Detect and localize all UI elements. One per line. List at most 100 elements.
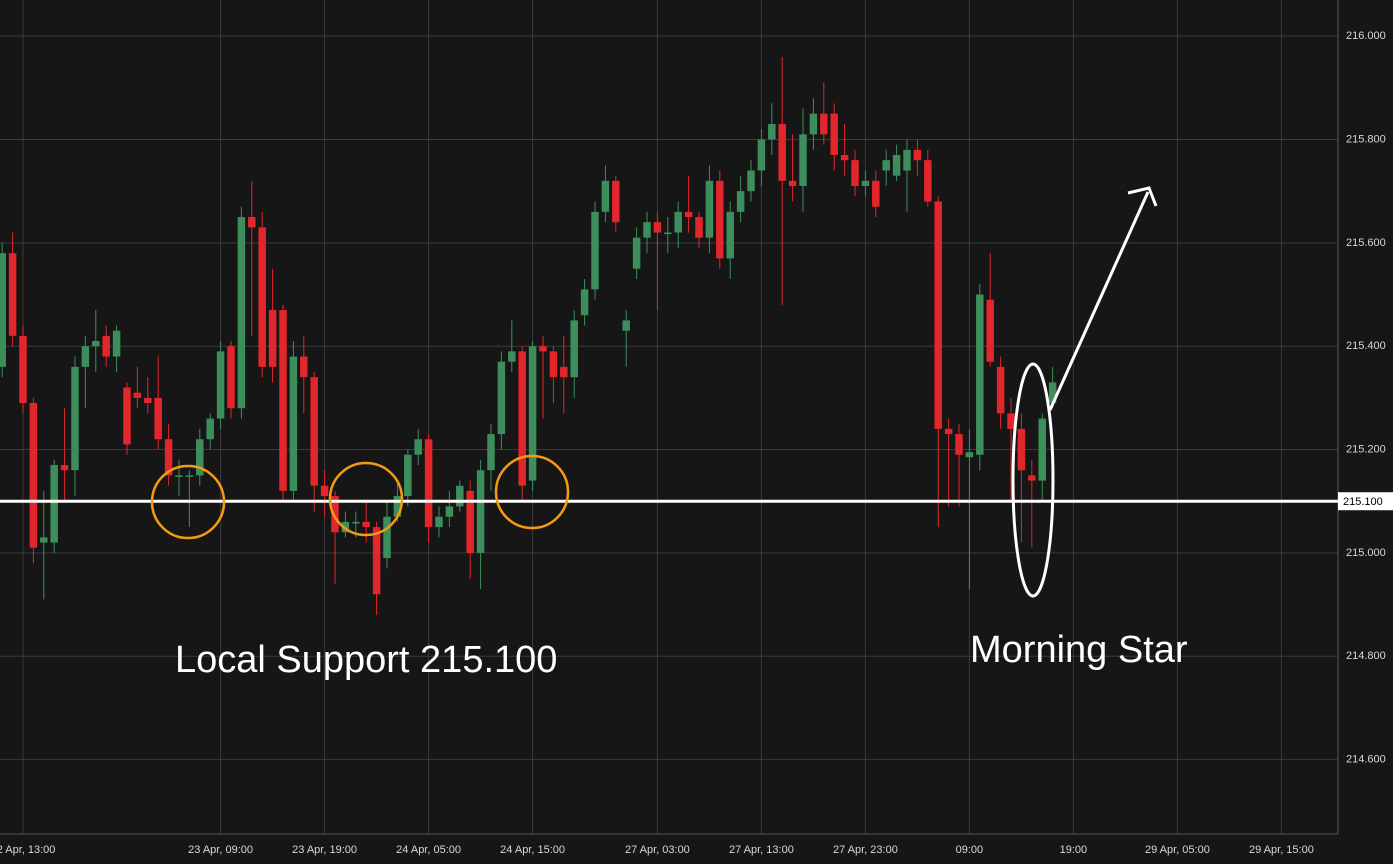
candle-body xyxy=(882,160,890,171)
candle-body xyxy=(508,351,516,362)
candle-body xyxy=(695,217,703,238)
candle-body xyxy=(560,366,568,378)
candle-body xyxy=(601,180,610,212)
y-tick-label: 214.600 xyxy=(1346,753,1386,765)
candle-body xyxy=(1048,382,1057,404)
candle-body xyxy=(175,475,183,477)
candle-body xyxy=(934,201,942,429)
highlight-ellipse xyxy=(1011,362,1055,598)
candle-body xyxy=(92,341,100,347)
arrow xyxy=(1048,191,1150,411)
candle-body xyxy=(40,537,48,543)
arrow-head xyxy=(1127,186,1158,207)
candle-body xyxy=(435,516,443,528)
support-label-box xyxy=(1338,492,1393,511)
highlight-circle xyxy=(328,461,404,537)
candle-body xyxy=(445,506,454,517)
candle-body xyxy=(383,516,391,559)
y-tick-label: 216.000 xyxy=(1346,30,1386,42)
candle-body xyxy=(944,428,953,435)
candle-body xyxy=(372,527,381,595)
highlight-circle xyxy=(494,454,570,530)
candle-body xyxy=(81,346,90,367)
candle-body xyxy=(248,217,256,228)
candle-body xyxy=(747,170,755,192)
candle-body xyxy=(414,439,422,455)
candle-body xyxy=(60,465,69,471)
candle-body xyxy=(320,485,329,497)
candle-body xyxy=(154,397,162,440)
candle-body xyxy=(393,496,402,517)
candle-body xyxy=(258,227,266,367)
candle-body xyxy=(268,310,277,367)
candle-body xyxy=(528,346,537,481)
annotation: Local Support 215.100 xyxy=(175,639,557,681)
candle-body xyxy=(29,403,38,548)
candle-body xyxy=(466,490,474,553)
candle-body xyxy=(965,452,974,458)
candle-body xyxy=(892,155,901,176)
candles xyxy=(0,56,1057,615)
candle-body xyxy=(300,356,308,378)
candle-body xyxy=(924,160,932,202)
candle-body xyxy=(196,439,204,476)
candle-body xyxy=(778,124,786,181)
candle-body xyxy=(632,237,641,269)
candle-body xyxy=(0,253,6,367)
candle-body xyxy=(716,180,724,259)
candle-body xyxy=(996,366,1005,414)
candle-body xyxy=(757,139,766,171)
x-tick-label: 23 Apr, 19:00 xyxy=(292,844,357,856)
candle-body xyxy=(591,211,599,290)
candle-body xyxy=(830,113,838,156)
candle-body xyxy=(809,113,818,135)
candle-body xyxy=(903,149,911,171)
candle-body xyxy=(976,294,984,455)
candle-body xyxy=(664,232,672,235)
candle-body xyxy=(456,485,464,507)
x-tick-label: 29 Apr, 15:00 xyxy=(1249,844,1314,856)
candle-body xyxy=(612,180,620,223)
annotation: Morning Star xyxy=(970,629,1188,671)
candle-body xyxy=(580,289,589,316)
candle-body xyxy=(736,191,745,212)
x-tick-label: 27 Apr, 13:00 xyxy=(729,844,794,856)
candle-body xyxy=(144,397,152,404)
candle-body xyxy=(986,299,994,362)
candle-body xyxy=(653,222,662,233)
candle-body xyxy=(102,335,110,357)
candle-body xyxy=(216,351,225,419)
candle-body xyxy=(206,418,214,440)
candle-body xyxy=(133,392,142,398)
x-tick-label: 23 Apr, 09:00 xyxy=(188,844,253,856)
candle-body xyxy=(1038,418,1046,481)
candle-body xyxy=(1028,475,1036,481)
x-tick-label: 27 Apr, 03:00 xyxy=(625,844,690,856)
candle-body xyxy=(497,361,506,435)
candle-body xyxy=(851,160,859,187)
candle-body xyxy=(622,320,630,331)
y-tick-label: 215.000 xyxy=(1346,547,1386,559)
candle-body xyxy=(50,465,58,543)
candle-body xyxy=(872,180,880,207)
y-tick-label: 215.400 xyxy=(1346,340,1386,352)
candle-body xyxy=(840,155,849,161)
candle-body xyxy=(476,470,485,553)
candle-body xyxy=(570,320,578,378)
candle-body xyxy=(861,180,870,187)
candle-body xyxy=(123,387,131,445)
candle-body xyxy=(643,222,651,238)
candle-body xyxy=(352,521,360,524)
candle-body xyxy=(362,521,370,528)
candle-body xyxy=(112,330,121,357)
candle-body xyxy=(331,496,339,533)
support-label: 215.100 xyxy=(1343,496,1383,508)
candle-body xyxy=(549,351,558,378)
x-tick-label: 22 Apr, 13:00 xyxy=(0,844,55,856)
candle-body xyxy=(726,211,734,259)
x-tick-label: 19:00 xyxy=(1060,844,1088,856)
candle-body xyxy=(913,149,922,161)
x-tick-label: 27 Apr, 23:00 xyxy=(833,844,898,856)
